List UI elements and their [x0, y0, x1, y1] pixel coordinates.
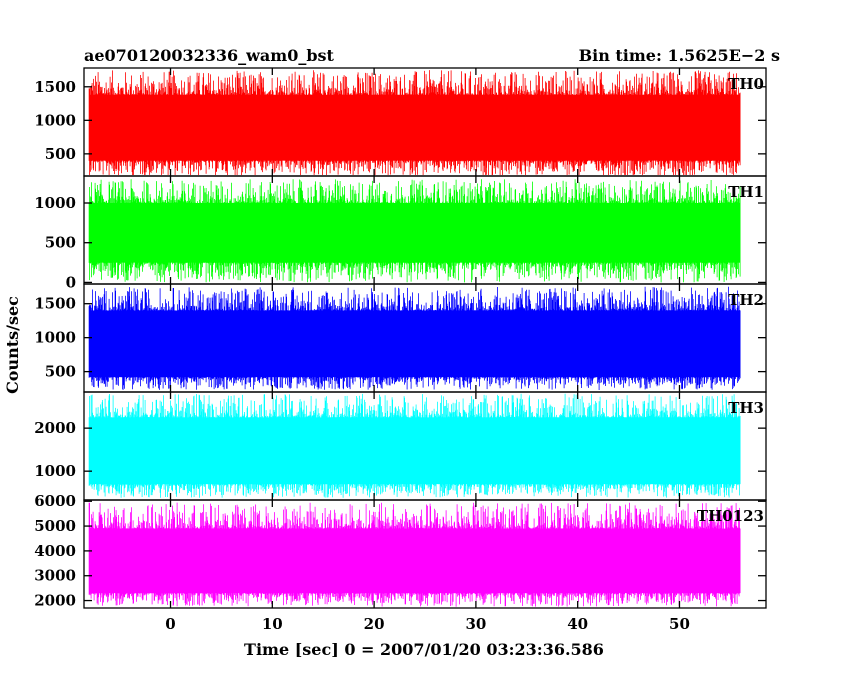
y-tick-label: 2000: [34, 419, 76, 437]
series-th3-trace: [88, 393, 741, 498]
y-tick-label: 1000: [34, 111, 76, 129]
panel-frame: [83, 499, 767, 609]
series-th2-trace: [88, 286, 741, 390]
y-tick-label: 4000: [34, 542, 76, 560]
panel-th0123: 2000 3000 4000 5000 6000 TH0123: [34, 492, 767, 610]
bin-time-label: Bin time: 1.5625E−2 s: [579, 46, 780, 65]
chart-title: ae070120032336_wam0_bst: [84, 46, 335, 65]
x-tick-label: 0: [165, 615, 175, 633]
x-tick-label: 30: [465, 615, 486, 633]
x-tick-label: 50: [669, 615, 690, 633]
y-tick-label: 6000: [34, 492, 76, 510]
panel-th2: 500 1000 1500 TH2: [34, 283, 767, 393]
y-tick-label: 500: [45, 234, 76, 252]
y-tick-label: 3000: [34, 567, 76, 585]
x-tick-label: 40: [567, 615, 588, 633]
x-tick-label: 10: [262, 615, 283, 633]
y-tick-label: 1000: [34, 462, 76, 480]
series-th0-trace: [88, 70, 741, 175]
y-tick-label: 500: [45, 145, 76, 163]
y-tick-label: 500: [45, 363, 76, 381]
y-tick-label: 1000: [34, 329, 76, 347]
series-th1-trace: [88, 179, 741, 283]
y-tick-label: 1000: [34, 194, 76, 212]
panel-name-label: TH0123: [697, 507, 764, 525]
panel-name-label: TH2: [728, 291, 764, 309]
x-axis-label: Time [sec] 0 = 2007/01/20 03:23:36.586: [244, 640, 604, 659]
y-axis-label: Counts/sec: [3, 296, 22, 394]
panel-th0: 500 1000 1500 TH0: [34, 67, 767, 177]
y-tick-label: 1500: [34, 78, 76, 96]
y-tick-label: 5000: [34, 517, 76, 535]
x-tick-label: 20: [364, 615, 385, 633]
y-tick-label: 0: [66, 273, 76, 291]
panel-th1: 0 500 1000 TH1: [34, 175, 767, 291]
panel-name-label: TH0: [728, 75, 764, 93]
series-th0123-trace: [88, 502, 741, 607]
y-tick-label: 1500: [34, 295, 76, 313]
panel-name-label: TH3: [728, 399, 764, 417]
panel-th3: 1000 2000 TH3: [34, 391, 767, 501]
y-tick-label: 2000: [34, 592, 76, 610]
panel-name-label: TH1: [728, 183, 764, 201]
